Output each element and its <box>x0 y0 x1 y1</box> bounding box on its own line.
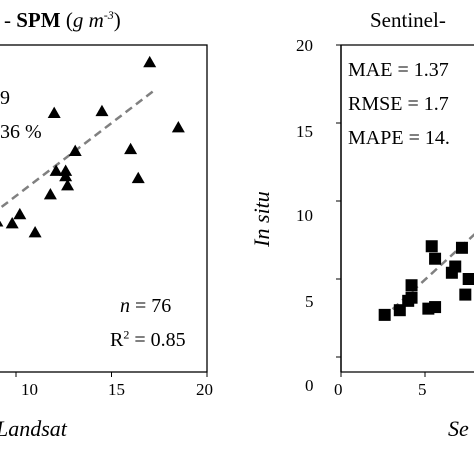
left-triangle-point-10 <box>49 164 63 176</box>
left-stat-n-symbol: n <box>120 295 130 317</box>
left-triangle-point-16 <box>95 104 109 117</box>
right-stat-mae-value: = 1.37 <box>392 59 449 81</box>
right-stat-rmse-value: = 1.7 <box>402 93 449 115</box>
left-triangle-point-8 <box>28 226 42 238</box>
right-ytick-0: 0 <box>305 376 314 395</box>
left-stat-top-2: 36 % <box>0 121 42 143</box>
left-triangle-point-17 <box>124 142 138 155</box>
left-triangle-point-7 <box>13 207 27 220</box>
right-stat-mape-label: MAPE <box>348 127 404 149</box>
right-square-point-7 <box>425 240 438 253</box>
left-triangle-point-14 <box>68 144 82 156</box>
right-square-point-12 <box>459 288 472 301</box>
left-title-unit: g m <box>72 8 104 32</box>
right-stat-mape-value: = 14. <box>403 127 450 149</box>
left-xtick-10: 10 <box>21 380 38 399</box>
right-stat-rmse: RMSE = 1.7 <box>348 92 449 116</box>
right-ytick-5: 5 <box>305 292 314 311</box>
left-stat-r2-value: = 0.85 <box>129 329 186 351</box>
right-stat-mae: MAE = 1.37 <box>348 58 449 82</box>
right-chart-title: Sentinel- <box>370 8 446 32</box>
right-square-point-1 <box>393 304 406 317</box>
right-trendline <box>382 233 474 319</box>
left-triangle-point-5 <box>0 220 4 227</box>
right-stat-mape: MAPE = 14. <box>348 126 450 150</box>
left-triangle-point-20 <box>171 121 185 133</box>
right-square-point-8 <box>429 252 442 265</box>
right-xtick-5: 5 <box>418 380 427 399</box>
left-triangle-point-9 <box>43 188 57 200</box>
left-trendline <box>0 88 157 210</box>
right-square-point-14 <box>469 273 474 285</box>
left-x-axis-label: Landsat <box>0 416 67 441</box>
right-ytick-20: 20 <box>296 36 313 55</box>
left-xtick-15: 15 <box>108 380 125 399</box>
left-title-prefix: - <box>4 8 17 32</box>
right-plot-frame <box>340 44 474 373</box>
left-stat-n-value: = 76 <box>130 295 172 317</box>
left-stat-r2-sup: 2 <box>123 327 130 342</box>
left-triangle-point-11 <box>61 178 75 191</box>
right-square-point-3 <box>405 291 418 304</box>
right-stat-rmse-label: RMSE <box>348 93 403 115</box>
right-square-point-13 <box>462 273 474 285</box>
left-title-bold: SPM <box>16 8 61 32</box>
left-scatter-plot <box>0 44 208 377</box>
left-chart-title: - SPM (g m-3) <box>4 6 121 34</box>
right-square-point-11 <box>455 241 468 254</box>
left-triangle-point-19 <box>143 55 157 68</box>
left-stat-n: n = 76 <box>120 294 171 318</box>
right-square-point-0 <box>378 308 391 321</box>
right-ytick-10: 10 <box>296 206 313 225</box>
right-xtick-0: 0 <box>334 380 343 399</box>
right-square-point-10 <box>445 266 458 279</box>
left-stat-top-1: 9 <box>0 87 10 109</box>
left-title-open: ( <box>60 8 73 32</box>
left-title-unit-sup: -3 <box>103 8 114 22</box>
right-x-axis-label: Se <box>448 416 469 441</box>
right-square-point-6 <box>429 301 442 314</box>
left-triangle-point-15 <box>47 106 61 118</box>
left-triangle-point-6 <box>5 216 19 229</box>
right-ytick-15: 15 <box>296 122 313 141</box>
right-scatter-plot <box>336 44 474 377</box>
left-triangle-point-18 <box>131 171 145 184</box>
left-xtick-20: 20 <box>196 380 213 399</box>
left-plot-frame <box>0 44 208 373</box>
left-triangle-point-13 <box>59 164 73 176</box>
left-stat-r2: R2 = 0.85 <box>110 328 186 352</box>
left-stat-r2-symbol: R <box>110 329 124 351</box>
right-stat-mae-label: MAE <box>348 59 393 81</box>
right-square-point-4 <box>405 279 418 292</box>
left-title-close: ) <box>113 8 121 32</box>
